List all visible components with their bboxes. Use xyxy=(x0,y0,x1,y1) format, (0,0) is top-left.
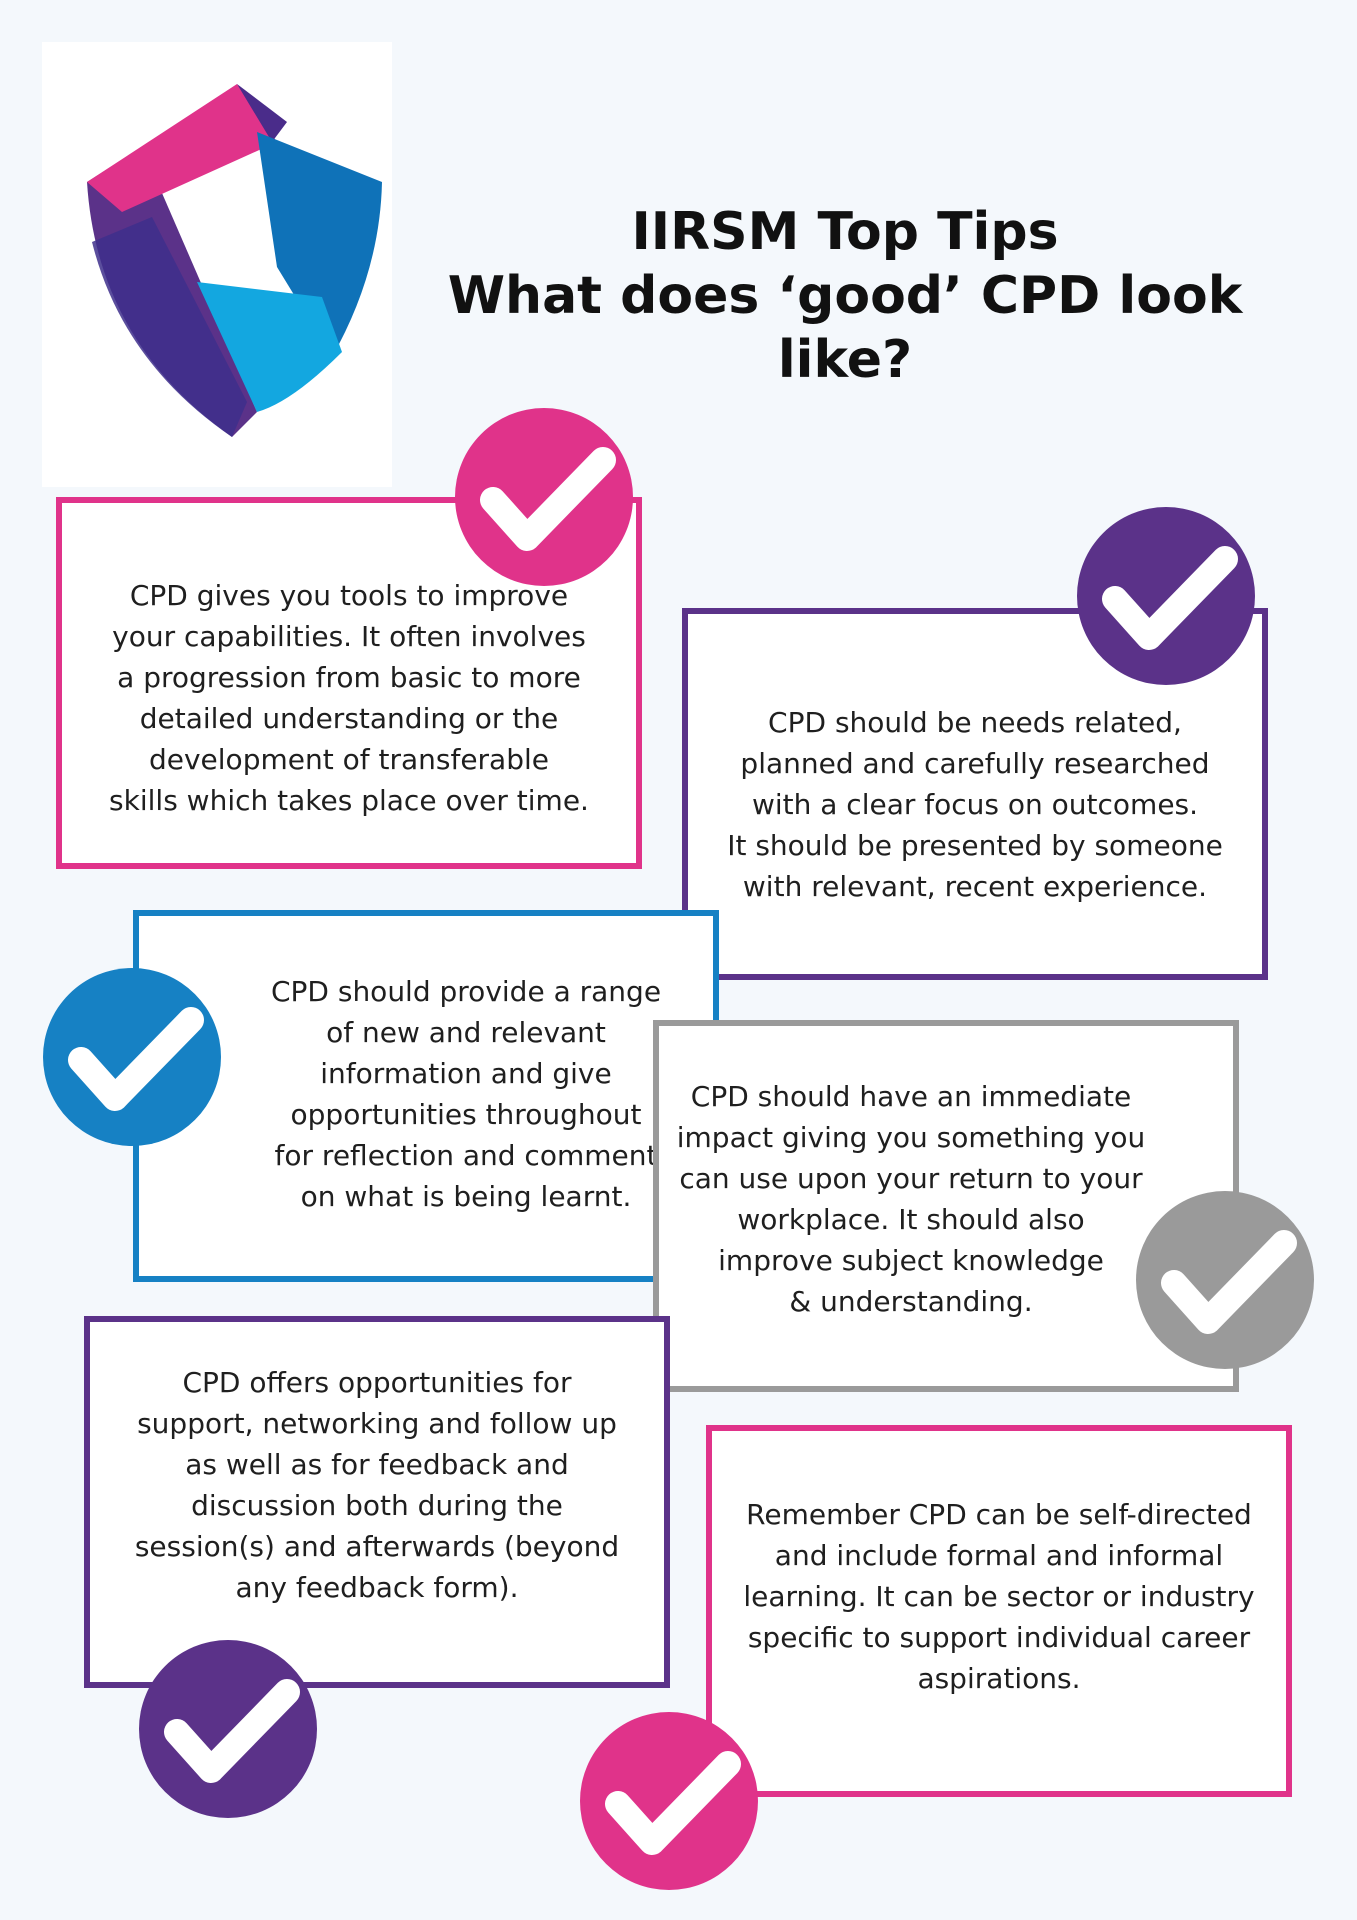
tip-card-5: CPD offers opportunities for support, ne… xyxy=(84,1316,670,1688)
checkmark-badge-3 xyxy=(43,968,221,1146)
checkmark-icon xyxy=(605,1751,741,1855)
checkmark-icon xyxy=(480,447,616,551)
checkmark-icon xyxy=(164,1679,300,1783)
tip-text-6: Remember CPD can be self-directed and in… xyxy=(743,1497,1255,1695)
tip-card-2: CPD should be needs related, planned and… xyxy=(682,608,1268,980)
checkmark-icon xyxy=(68,1007,204,1111)
title-line-1: IIRSM Top Tips xyxy=(631,202,1059,262)
tip-card-6: Remember CPD can be self-directed and in… xyxy=(706,1425,1292,1797)
tip-text-1: CPD gives you tools to improve your capa… xyxy=(109,579,589,817)
tip-card-4: CPD should have an immediate impact givi… xyxy=(653,1020,1239,1392)
checkmark-icon xyxy=(1102,546,1238,650)
checkmark-badge-5 xyxy=(139,1640,317,1818)
checkmark-icon xyxy=(1161,1230,1297,1334)
logo-panel xyxy=(42,42,392,487)
tip-text-2: CPD should be needs related, planned and… xyxy=(727,705,1223,903)
tip-text-4: CPD should have an immediate impact givi… xyxy=(676,1080,1146,1318)
tip-text-3: CPD should provide a range of new and re… xyxy=(270,975,662,1213)
page-title: IIRSM Top Tips What does ‘good’ CPD look… xyxy=(420,200,1270,392)
checkmark-badge-2 xyxy=(1077,507,1255,685)
title-line-2: What does ‘good’ CPD look like? xyxy=(447,266,1243,390)
tip-card-3: CPD should provide a range of new and re… xyxy=(133,910,719,1282)
checkmark-badge-4 xyxy=(1136,1191,1314,1369)
checkmark-badge-6 xyxy=(580,1712,758,1890)
checkmark-badge-1 xyxy=(455,408,633,586)
tip-text-5: CPD offers opportunities for support, ne… xyxy=(134,1366,620,1604)
iirsm-shield-logo xyxy=(87,84,382,437)
